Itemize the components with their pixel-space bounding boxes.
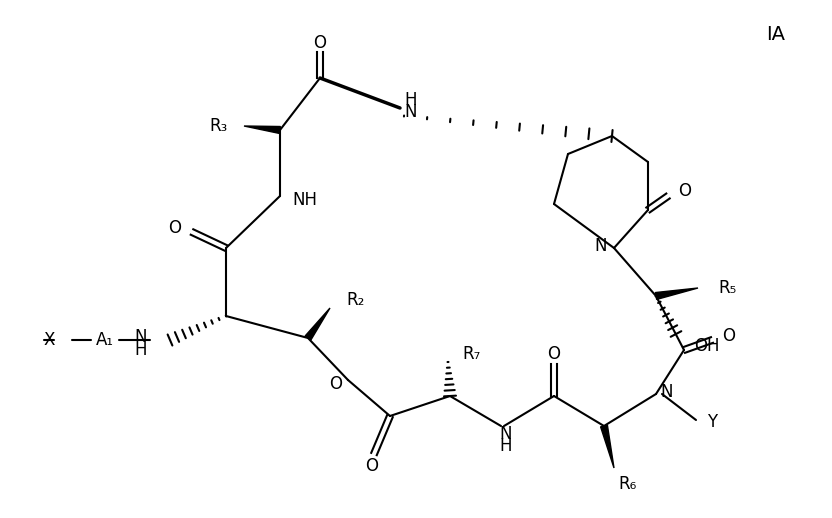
Text: H: H xyxy=(500,437,513,455)
Text: H: H xyxy=(404,91,418,109)
Text: R₂: R₂ xyxy=(346,291,364,309)
Text: IA: IA xyxy=(766,25,785,44)
Text: O: O xyxy=(168,219,181,237)
Polygon shape xyxy=(601,425,614,468)
Text: NH: NH xyxy=(292,191,317,209)
Text: N: N xyxy=(404,103,418,121)
Text: O: O xyxy=(365,457,379,475)
Text: A₁: A₁ xyxy=(96,331,114,349)
Text: O: O xyxy=(314,34,326,52)
Text: X: X xyxy=(43,331,55,349)
Polygon shape xyxy=(656,288,698,299)
Text: Y: Y xyxy=(707,413,717,431)
Text: R₇: R₇ xyxy=(462,345,480,363)
Text: OH: OH xyxy=(694,337,720,355)
Text: N: N xyxy=(135,328,147,346)
Text: N: N xyxy=(660,383,672,401)
Text: O: O xyxy=(329,375,343,393)
Text: H: H xyxy=(135,341,147,359)
Text: R₅: R₅ xyxy=(718,279,736,297)
Text: R₃: R₃ xyxy=(210,117,228,135)
Text: O: O xyxy=(722,327,735,345)
Text: O: O xyxy=(678,182,691,200)
Text: O: O xyxy=(547,345,561,363)
Polygon shape xyxy=(244,126,280,134)
Polygon shape xyxy=(305,308,330,340)
Text: N: N xyxy=(500,425,513,443)
Text: N: N xyxy=(595,237,607,255)
Text: R₆: R₆ xyxy=(618,475,636,493)
